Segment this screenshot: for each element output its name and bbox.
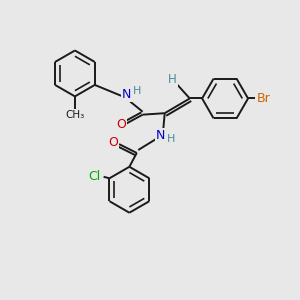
Text: CH₃: CH₃	[65, 110, 85, 120]
Text: Cl: Cl	[88, 170, 100, 183]
Text: N: N	[156, 129, 165, 142]
Text: H: H	[168, 74, 177, 86]
Text: O: O	[109, 136, 118, 149]
Text: N: N	[122, 88, 131, 101]
Text: H: H	[133, 86, 141, 96]
Text: H: H	[167, 134, 175, 144]
Text: Br: Br	[256, 92, 270, 105]
Text: O: O	[116, 118, 126, 131]
